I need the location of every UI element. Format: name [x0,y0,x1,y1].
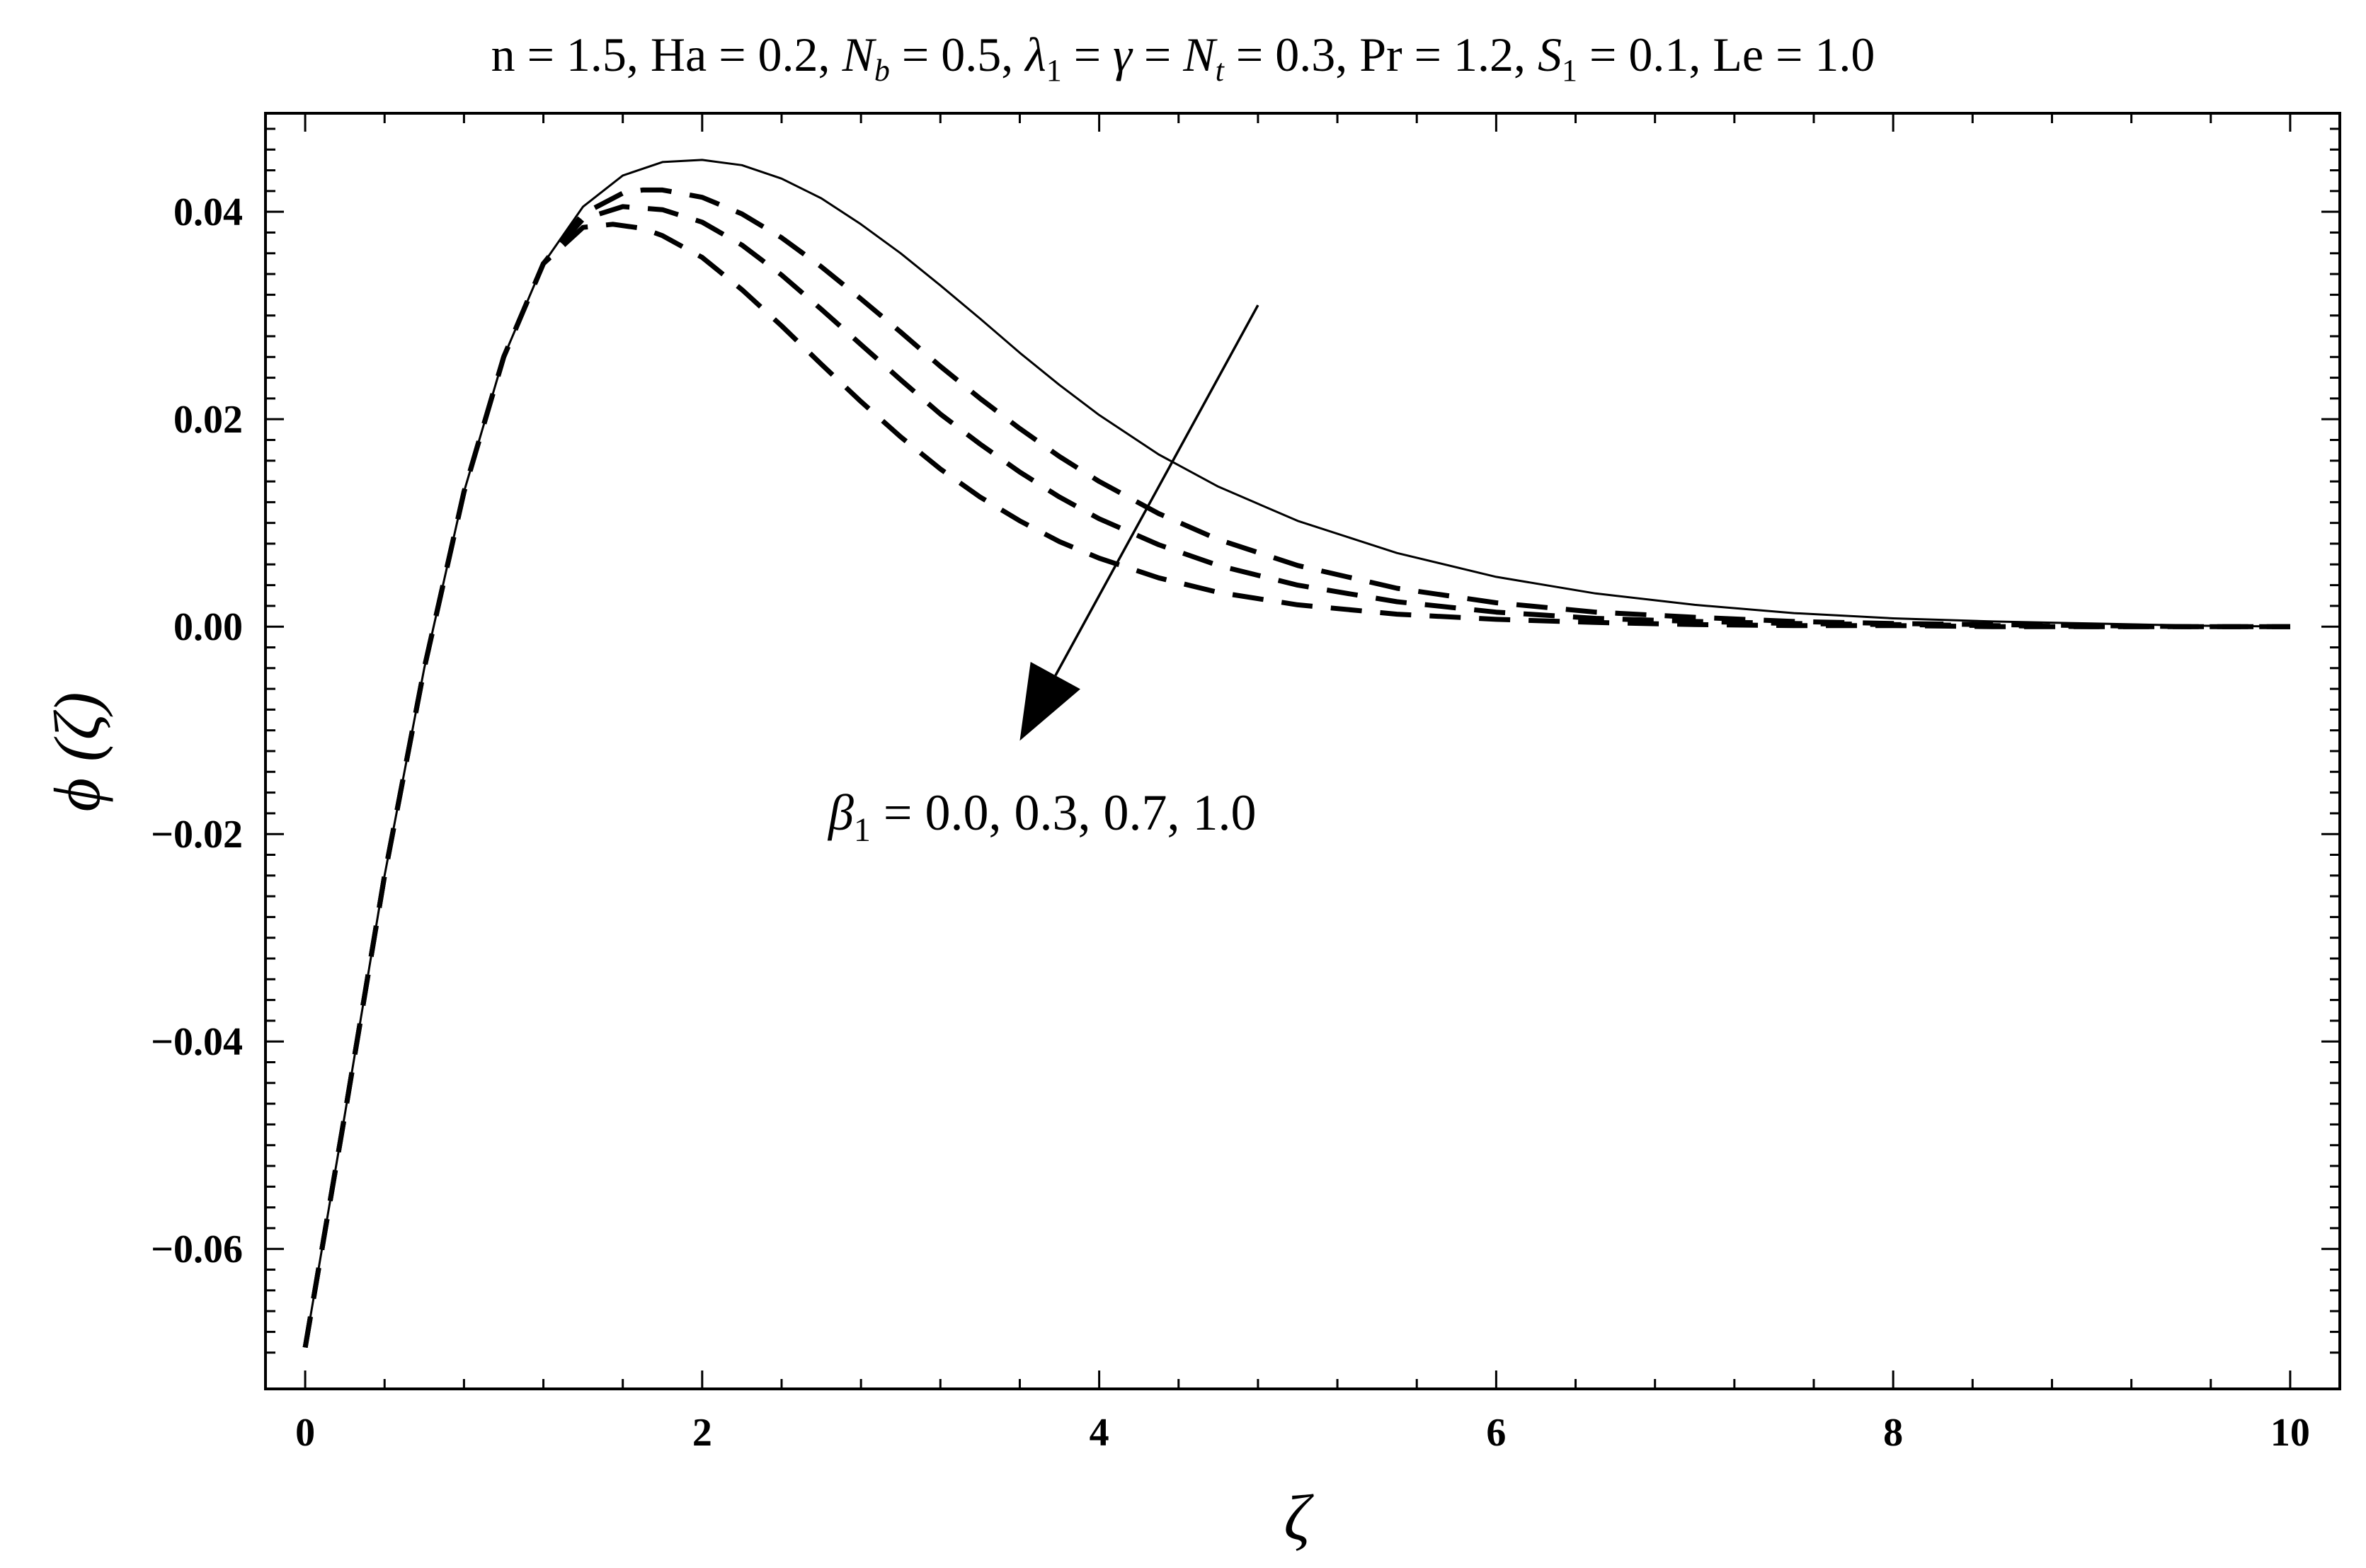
ticks-group [265,113,2340,1389]
series-line-2 [302,187,2290,1348]
arrow-head [1019,662,1080,741]
x-axis-label: ζ [1284,1482,1314,1554]
title-part-4: λ [1024,28,1046,81]
x-tick-label: 6 [1486,1411,1506,1455]
title-part-10: S [1538,28,1562,81]
annotation-sub: 1 [854,811,871,849]
plot-frame [264,112,2341,1390]
title-part-2-sub: b [874,53,890,88]
y-tick-label: −0.06 [151,1227,243,1271]
annotation-values: = 0.0, 0.3, 0.7, 1.0 [871,784,1257,841]
title-part-8-sub: t [1216,53,1225,88]
title-part-10-sub: 1 [1562,53,1577,88]
y-axis-label: ϕ (ζ) [41,692,113,811]
y-tick-label: −0.02 [151,813,243,857]
series-line-3 [302,204,2290,1348]
annotation-arrow [1019,304,1259,741]
title-part-7: = [1132,28,1183,81]
title-part-11: = 0.1, Le = 1.0 [1577,28,1875,81]
y-tick-label: 0.04 [173,190,243,234]
x-tick-label: 10 [2270,1411,2310,1455]
y-tick-label: 0.00 [173,605,243,649]
title-part-2: N [842,28,877,81]
y-tick-label: −0.04 [151,1020,243,1064]
title-part-6: γ [1113,28,1133,81]
annotation-label: β1 = 0.0, 0.3, 0.7, 1.0 [827,784,1256,849]
title-part-1: n = 1.5, Ha = 0.2, [491,28,842,81]
x-tick-label: 4 [1090,1411,1109,1455]
series-line-4 [302,222,2290,1348]
arrow-shaft [1054,304,1259,677]
title-part-3: = 0.5, [890,28,1025,81]
annotation-symbol: β [827,784,854,841]
title-part-4-sub: 1 [1046,53,1062,88]
title-part-8: N [1182,28,1218,81]
series-group [302,159,2290,1348]
title-part-5: = [1062,28,1113,81]
title-part-9: = 0.3, Pr = 1.2, [1224,28,1538,81]
x-tick-label: 0 [295,1411,315,1455]
y-tick-label: 0.02 [173,398,243,442]
series-line-1 [304,159,2290,1348]
x-tick-label: 8 [1883,1411,1903,1455]
tick-labels-group: 0 2 4 6 8 10 −0.06 −0.04 −0.02 0.00 0.02 0.04 [151,190,2310,1455]
x-tick-label: 2 [692,1411,712,1455]
chart-title: n = 1.5, Ha = 0.2, Nb = 0.5, λ1 = γ = Nt… [491,28,1875,88]
